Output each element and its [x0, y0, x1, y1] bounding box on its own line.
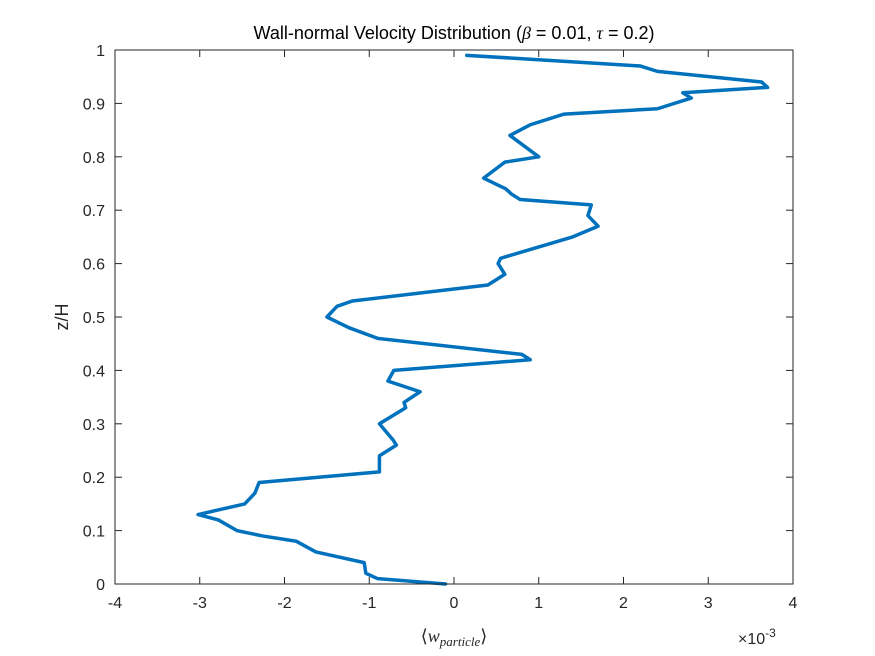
title-beta-symbol: β — [521, 23, 531, 43]
x-axis-exponent-label: ×10-3 — [738, 626, 776, 648]
series-line-1 — [196, 53, 770, 586]
x-axis-label-close: ⟩ — [480, 626, 487, 646]
x-tick-label-3: -1 — [362, 595, 376, 612]
chart-title: Wall-normal Velocity Distribution (β = 0… — [254, 23, 655, 43]
y-tick-label-9: 0.9 — [83, 96, 105, 113]
y-axis-label: z/H — [52, 304, 72, 331]
y-tick-label-7: 0.7 — [83, 203, 105, 220]
x-tick-label-6: 2 — [619, 595, 628, 612]
x-exponent-power: -3 — [765, 626, 776, 640]
title-beta-value: = 0.01, — [531, 23, 597, 43]
y-tick-label-6: 0.6 — [83, 257, 105, 274]
x-exponent-base: 10 — [747, 631, 765, 648]
y-tick-label-10: 1 — [96, 43, 105, 60]
x-axis-label-open: ⟨ — [421, 626, 428, 646]
axes-layer — [114, 49, 794, 585]
x-axis-label-var: w — [428, 626, 440, 646]
x-tick-label-7: 3 — [704, 595, 713, 612]
y-tick-label-3: 0.3 — [83, 417, 105, 434]
title-tau-symbol: τ — [596, 23, 603, 43]
data-layer — [196, 53, 770, 586]
y-tick-label-1: 0.1 — [83, 524, 105, 541]
x-axis-label-sub: particle — [439, 634, 481, 649]
x-axis-label: ⟨wparticle⟩ — [421, 626, 488, 649]
x-tick-label-0: -4 — [108, 595, 122, 612]
tick-label-layer: -4 -3 -2 -1 0 1 2 3 4 0 0.1 0.2 0.3 0.4 0.5 0.6 0.7 0.8 0.… — [83, 43, 798, 612]
plot-area — [115, 50, 793, 584]
y-tick-label-8: 0.8 — [83, 150, 105, 167]
x-tick-label-1: -3 — [193, 595, 207, 612]
y-tick-label-0: 0 — [96, 577, 105, 594]
x-tick-label-8: 4 — [789, 595, 798, 612]
x-tick-label-5: 1 — [534, 595, 543, 612]
x-tick-label-4: 0 — [450, 595, 459, 612]
y-tick-label-4: 0.4 — [83, 363, 105, 380]
y-tick-label-5: 0.5 — [83, 310, 105, 327]
y-tick-label-2: 0.2 — [83, 470, 105, 487]
title-prefix: Wall-normal Velocity Distribution ( — [254, 23, 522, 43]
x-tick-label-2: -2 — [277, 595, 291, 612]
title-tau-value: = 0.2) — [603, 23, 655, 43]
x-exponent-times: × — [738, 631, 747, 648]
